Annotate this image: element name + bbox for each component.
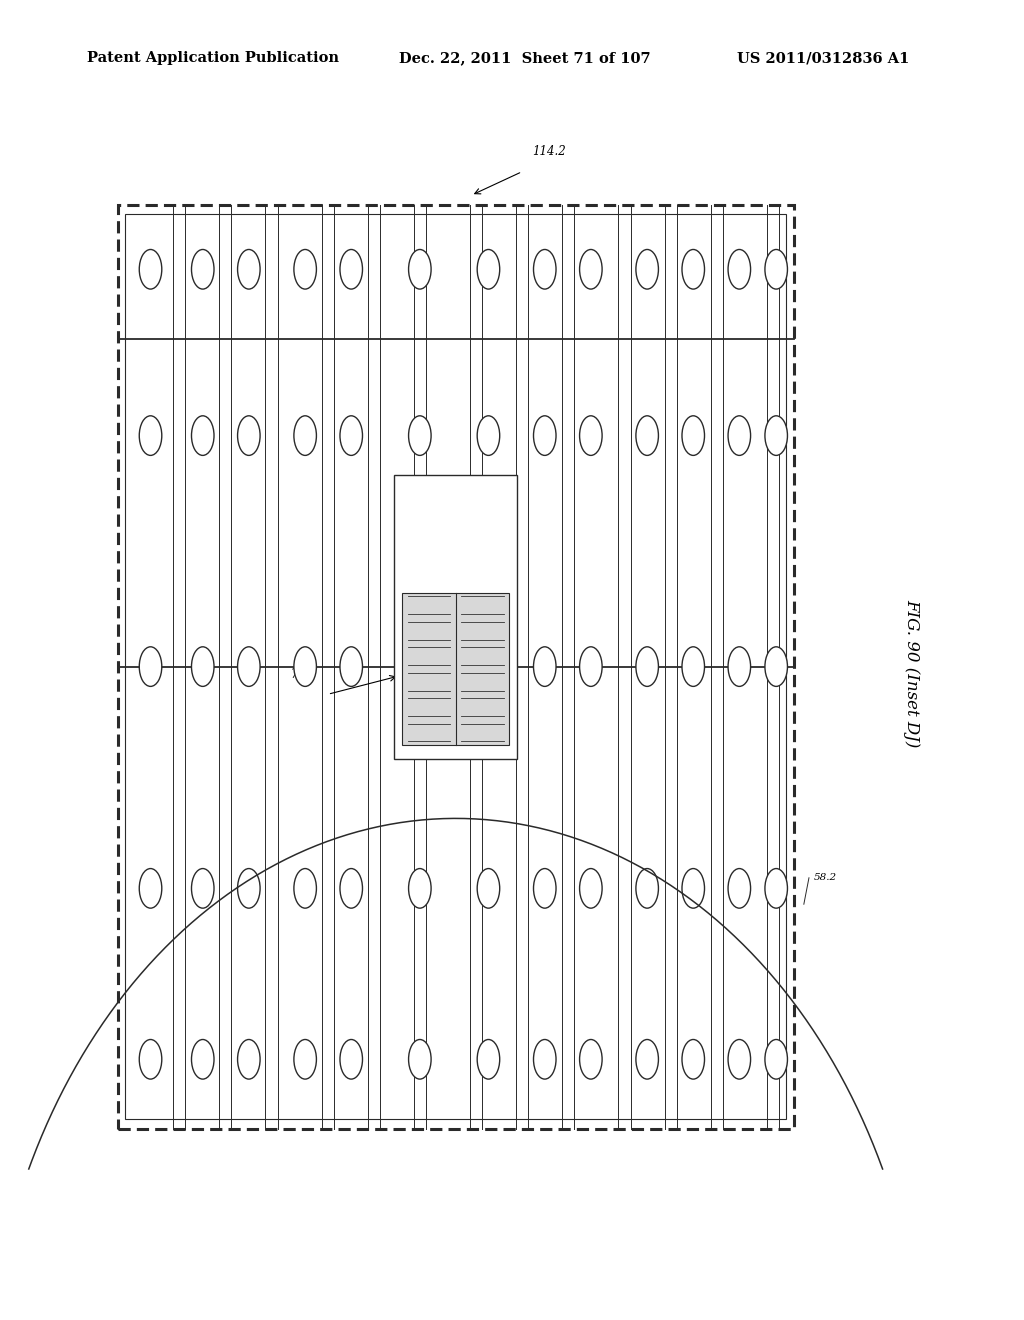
Ellipse shape bbox=[409, 1040, 431, 1080]
Ellipse shape bbox=[765, 249, 787, 289]
Ellipse shape bbox=[294, 249, 316, 289]
Ellipse shape bbox=[682, 416, 705, 455]
Text: FIG. 90 (Inset DJ): FIG. 90 (Inset DJ) bbox=[903, 599, 920, 747]
Bar bbox=[394, 475, 517, 759]
Text: Dec. 22, 2011  Sheet 71 of 107: Dec. 22, 2011 Sheet 71 of 107 bbox=[399, 51, 651, 65]
Ellipse shape bbox=[765, 416, 787, 455]
Ellipse shape bbox=[728, 416, 751, 455]
Ellipse shape bbox=[294, 647, 316, 686]
Ellipse shape bbox=[534, 869, 556, 908]
Ellipse shape bbox=[636, 249, 658, 289]
Ellipse shape bbox=[191, 249, 214, 289]
Ellipse shape bbox=[139, 869, 162, 908]
Text: 58.2: 58.2 bbox=[814, 874, 838, 882]
Ellipse shape bbox=[340, 869, 362, 908]
Ellipse shape bbox=[191, 416, 214, 455]
Ellipse shape bbox=[636, 647, 658, 686]
Ellipse shape bbox=[477, 869, 500, 908]
Ellipse shape bbox=[534, 647, 556, 686]
Text: US 2011/0312836 A1: US 2011/0312836 A1 bbox=[737, 51, 909, 65]
Ellipse shape bbox=[340, 416, 362, 455]
Ellipse shape bbox=[409, 869, 431, 908]
Ellipse shape bbox=[765, 1040, 787, 1080]
Bar bbox=[402, 593, 509, 744]
Ellipse shape bbox=[580, 416, 602, 455]
Ellipse shape bbox=[238, 249, 260, 289]
Ellipse shape bbox=[294, 869, 316, 908]
Text: 114.2: 114.2 bbox=[532, 145, 566, 158]
Ellipse shape bbox=[636, 416, 658, 455]
Ellipse shape bbox=[139, 416, 162, 455]
Ellipse shape bbox=[534, 416, 556, 455]
Ellipse shape bbox=[477, 647, 500, 686]
Ellipse shape bbox=[580, 647, 602, 686]
Ellipse shape bbox=[409, 416, 431, 455]
Ellipse shape bbox=[139, 249, 162, 289]
Ellipse shape bbox=[682, 1040, 705, 1080]
Ellipse shape bbox=[534, 1040, 556, 1080]
Ellipse shape bbox=[294, 1040, 316, 1080]
Ellipse shape bbox=[534, 249, 556, 289]
Ellipse shape bbox=[340, 1040, 362, 1080]
Ellipse shape bbox=[636, 1040, 658, 1080]
Ellipse shape bbox=[477, 249, 500, 289]
Text: Patent Application Publication: Patent Application Publication bbox=[87, 51, 339, 65]
Ellipse shape bbox=[765, 869, 787, 908]
Ellipse shape bbox=[191, 647, 214, 686]
Ellipse shape bbox=[340, 647, 362, 686]
Ellipse shape bbox=[477, 416, 500, 455]
Ellipse shape bbox=[580, 249, 602, 289]
Ellipse shape bbox=[682, 249, 705, 289]
Ellipse shape bbox=[238, 416, 260, 455]
Ellipse shape bbox=[728, 1040, 751, 1080]
Ellipse shape bbox=[238, 869, 260, 908]
Ellipse shape bbox=[728, 249, 751, 289]
Ellipse shape bbox=[191, 869, 214, 908]
Ellipse shape bbox=[409, 249, 431, 289]
Ellipse shape bbox=[580, 1040, 602, 1080]
Text: 740: 740 bbox=[291, 668, 313, 681]
Ellipse shape bbox=[191, 1040, 214, 1080]
Ellipse shape bbox=[728, 869, 751, 908]
Ellipse shape bbox=[238, 647, 260, 686]
Ellipse shape bbox=[636, 869, 658, 908]
Ellipse shape bbox=[580, 869, 602, 908]
Bar bbox=[125, 214, 786, 1119]
Ellipse shape bbox=[728, 647, 751, 686]
Ellipse shape bbox=[682, 647, 705, 686]
Ellipse shape bbox=[139, 1040, 162, 1080]
Ellipse shape bbox=[139, 647, 162, 686]
Ellipse shape bbox=[238, 1040, 260, 1080]
Ellipse shape bbox=[765, 647, 787, 686]
Bar bbox=[118, 205, 794, 1129]
Ellipse shape bbox=[477, 1040, 500, 1080]
Ellipse shape bbox=[409, 647, 431, 686]
Ellipse shape bbox=[682, 869, 705, 908]
Ellipse shape bbox=[340, 249, 362, 289]
Ellipse shape bbox=[294, 416, 316, 455]
